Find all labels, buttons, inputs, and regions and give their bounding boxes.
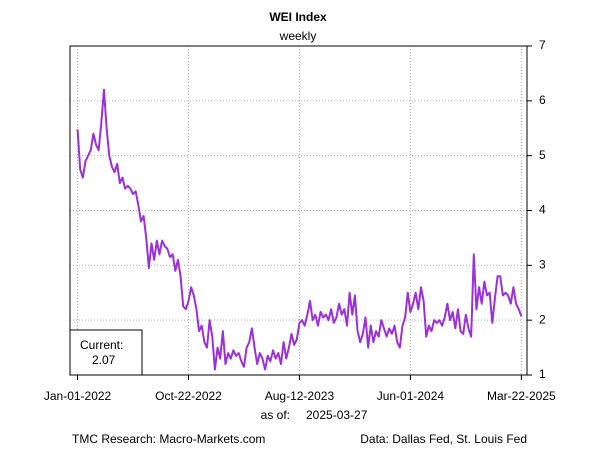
x-tick-label: Jan-01-2022	[44, 389, 112, 403]
y-tick-label: 5	[539, 148, 546, 162]
y-tick-label: 6	[539, 93, 546, 107]
as-of-label: as of:	[261, 408, 290, 422]
x-tick-label: Jun-01-2024	[377, 389, 445, 403]
y-tick-label: 7	[539, 38, 546, 52]
plot-frame	[69, 45, 528, 376]
source-right: Data: Dallas Fed, St. Louis Fed	[360, 432, 527, 446]
chart-title: WEI Index	[269, 10, 327, 24]
y-tick-label: 4	[539, 203, 546, 217]
y-tick-label: 2	[539, 312, 546, 326]
y-tick-label: 3	[539, 258, 546, 272]
data-line	[76, 88, 523, 371]
as-of-date: 2025-03-27	[306, 408, 368, 422]
x-tick-label: Aug-12-2023	[265, 389, 335, 403]
current-box	[69, 329, 143, 376]
y-tick-label: 1	[539, 367, 546, 381]
x-tick-label: Oct-22-2022	[155, 389, 222, 403]
source-left: TMC Research: Macro-Markets.com	[72, 432, 265, 446]
chart-subtitle: weekly	[279, 29, 317, 43]
current-label: Current:	[80, 338, 123, 352]
x-tick-label: Mar-22-2025	[487, 389, 556, 403]
current-value: 2.07	[92, 353, 116, 367]
